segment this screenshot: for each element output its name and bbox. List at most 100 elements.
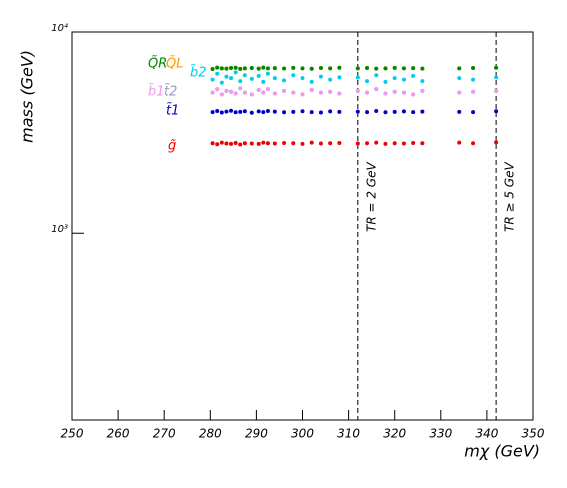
point — [383, 141, 388, 146]
x-tick-label: 300 — [291, 427, 314, 441]
point — [365, 110, 370, 115]
point — [261, 140, 266, 145]
point — [242, 90, 247, 95]
point — [355, 141, 360, 146]
point — [210, 66, 215, 71]
point — [355, 66, 360, 71]
point — [494, 75, 499, 80]
point — [318, 74, 323, 79]
point — [355, 75, 360, 80]
point — [383, 91, 388, 96]
point — [229, 89, 234, 94]
x-axis-label: mχ (GeV) — [464, 442, 540, 461]
point — [219, 92, 224, 97]
point — [328, 89, 333, 94]
point — [337, 109, 342, 114]
point — [256, 109, 261, 114]
point — [392, 109, 397, 114]
point — [238, 79, 243, 84]
x-tick-label: 250 — [61, 427, 84, 441]
point — [256, 66, 261, 71]
point — [309, 87, 314, 92]
point — [291, 109, 296, 114]
point — [249, 110, 254, 115]
point — [392, 141, 397, 146]
point — [224, 74, 229, 79]
point — [242, 141, 247, 146]
point — [457, 109, 462, 114]
point — [265, 66, 270, 71]
point — [337, 140, 342, 145]
point — [256, 141, 261, 146]
point — [318, 90, 323, 95]
point — [242, 109, 247, 114]
point — [256, 87, 261, 92]
point — [383, 79, 388, 84]
point — [411, 140, 416, 145]
point — [337, 65, 342, 70]
x-tick-label: 330 — [429, 427, 452, 441]
point — [233, 110, 238, 115]
point — [374, 66, 379, 71]
point — [242, 73, 247, 78]
point — [365, 141, 370, 146]
point — [365, 66, 370, 71]
point — [229, 108, 234, 113]
point — [300, 92, 305, 97]
point — [337, 75, 342, 80]
point — [355, 88, 360, 93]
point — [374, 108, 379, 113]
point — [215, 71, 220, 76]
point — [318, 66, 323, 71]
point — [272, 141, 277, 146]
point — [457, 66, 462, 71]
y-tick-label: 10⁴ — [51, 22, 68, 34]
point — [219, 140, 224, 145]
reference-label: TR ≥ 5 GeV — [503, 162, 517, 232]
point — [383, 66, 388, 71]
point — [233, 65, 238, 70]
x-tick-label: 350 — [522, 427, 545, 441]
point — [265, 87, 270, 92]
point — [210, 90, 215, 95]
point — [383, 110, 388, 115]
point — [238, 109, 243, 114]
point — [392, 89, 397, 94]
point — [401, 77, 406, 82]
point — [242, 66, 247, 71]
point — [318, 110, 323, 115]
point — [300, 141, 305, 146]
point — [494, 88, 499, 93]
point — [249, 66, 254, 71]
point — [272, 91, 277, 96]
point — [265, 108, 270, 113]
point — [411, 110, 416, 115]
point — [261, 110, 266, 115]
point — [355, 109, 360, 114]
point — [457, 76, 462, 81]
point — [337, 91, 342, 96]
point — [420, 141, 425, 146]
point — [265, 141, 270, 146]
point — [374, 73, 379, 78]
point — [215, 65, 220, 70]
point — [256, 73, 261, 78]
x-tick-label: 270 — [153, 427, 176, 441]
point — [328, 77, 333, 82]
point — [420, 109, 425, 114]
point — [233, 91, 238, 96]
point — [420, 79, 425, 84]
point — [420, 88, 425, 93]
point — [233, 70, 238, 75]
point — [282, 88, 287, 93]
point — [272, 66, 277, 71]
point — [215, 142, 220, 147]
point — [291, 65, 296, 70]
point — [328, 109, 333, 114]
point — [282, 66, 287, 71]
point — [233, 140, 238, 145]
point — [210, 110, 215, 115]
point — [471, 66, 476, 71]
point — [282, 110, 287, 115]
